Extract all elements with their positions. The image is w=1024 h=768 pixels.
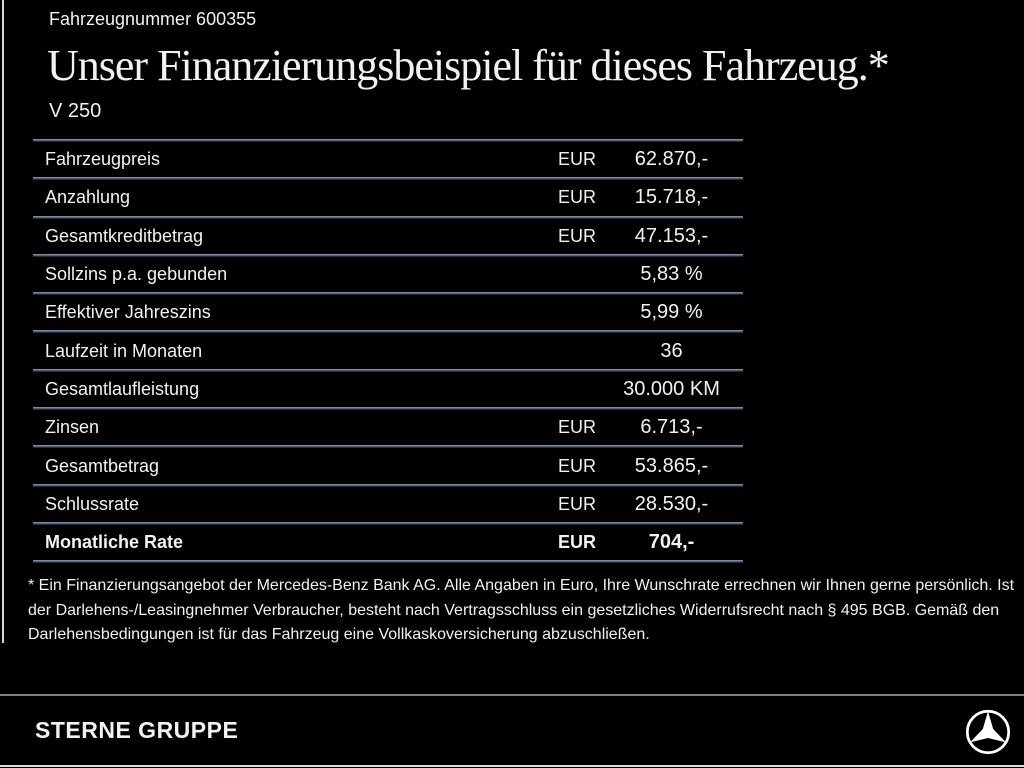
table-row-rule bbox=[33, 483, 743, 487]
table-row-rule bbox=[33, 292, 743, 296]
row-label: Monatliche Rate bbox=[45, 532, 184, 553]
table-row: Monatliche Rate EUR 704,- bbox=[33, 525, 743, 560]
row-label: Gesamtkreditbetrag bbox=[45, 225, 204, 246]
left-edge-line bbox=[2, 0, 4, 643]
row-label: Gesamtlaufleistung bbox=[45, 378, 200, 399]
row-currency: EUR bbox=[558, 455, 597, 476]
vehicle-number: Fahrzeugnummer 600355 bbox=[49, 9, 257, 29]
row-label: Laufzeit in Monaten bbox=[45, 340, 203, 361]
row-value: 5,83 % bbox=[640, 263, 703, 286]
row-value: 53.865,- bbox=[634, 454, 709, 477]
table-row: Laufzeit in Monaten 36 bbox=[33, 333, 743, 368]
row-value: 28.530,- bbox=[634, 492, 709, 515]
row-label: Schlussrate bbox=[45, 493, 140, 514]
row-value: 5,99 % bbox=[640, 301, 703, 324]
table-row-rule bbox=[33, 177, 743, 181]
table-row-rule bbox=[33, 445, 743, 449]
row-label: Zinsen bbox=[45, 417, 100, 438]
table-row-rule bbox=[33, 368, 743, 372]
table-row-rule bbox=[33, 330, 743, 334]
row-value: 15.718,- bbox=[634, 186, 709, 209]
page-title: Unser Finanzierungsbeispiel für dieses F… bbox=[47, 41, 890, 90]
table-row: Schlussrate EUR 28.530,- bbox=[33, 487, 743, 522]
table-row: Sollzins p.a. gebunden 5,83 % bbox=[33, 257, 743, 292]
row-value: 47.153,- bbox=[634, 224, 709, 247]
row-value: 62.870,- bbox=[634, 148, 709, 171]
table-row-rule bbox=[33, 407, 743, 411]
table-row: Anzahlung EUR 15.718,- bbox=[33, 180, 743, 215]
row-currency: EUR bbox=[558, 187, 597, 208]
row-label: Effektiver Jahreszins bbox=[45, 302, 211, 323]
bottom-edge-line bbox=[0, 765, 1024, 767]
mercedes-star-icon bbox=[965, 709, 1011, 755]
footnote: * Ein Finanzierungsangebot der Mercedes-… bbox=[28, 577, 1015, 643]
table-row-rule bbox=[33, 215, 743, 219]
row-value: 6.713,- bbox=[640, 416, 703, 439]
table-top-rule bbox=[33, 139, 743, 142]
table-row: Fahrzeugpreis EUR 62.870,- bbox=[33, 142, 743, 177]
row-value: 36 bbox=[660, 339, 683, 362]
table-row: Gesamtbetrag EUR 53.865,- bbox=[33, 448, 743, 483]
table-row-rule bbox=[33, 521, 743, 525]
row-currency: EUR bbox=[558, 149, 597, 170]
row-currency: EUR bbox=[558, 493, 597, 514]
row-currency: EUR bbox=[558, 532, 597, 553]
row-label: Sollzins p.a. gebunden bbox=[45, 264, 228, 285]
row-value: 704,- bbox=[648, 531, 695, 554]
row-currency: EUR bbox=[558, 225, 597, 246]
dealer-name: STERNE GRUPPE bbox=[35, 717, 239, 743]
table-row: Zinsen EUR 6.713,- bbox=[33, 410, 743, 445]
row-label: Anzahlung bbox=[45, 187, 131, 208]
table-row-rule bbox=[33, 253, 743, 257]
table-row-rule bbox=[33, 560, 743, 564]
row-label: Fahrzeugpreis bbox=[45, 149, 161, 170]
row-label: Gesamtbetrag bbox=[45, 455, 160, 476]
row-value: 30.000 KM bbox=[623, 377, 720, 400]
table-row: Gesamtkreditbetrag EUR 47.153,- bbox=[33, 219, 743, 254]
row-currency: EUR bbox=[558, 417, 597, 438]
finance-table: Fahrzeugpreis EUR 62.870,- Anzahlung EUR… bbox=[33, 139, 743, 564]
vehicle-model: V 250 bbox=[49, 100, 102, 122]
footer-divider bbox=[0, 694, 1024, 696]
table-row: Effektiver Jahreszins 5,99 % bbox=[33, 295, 743, 330]
table-row: Gesamtlaufleistung 30.000 KM bbox=[33, 372, 743, 407]
